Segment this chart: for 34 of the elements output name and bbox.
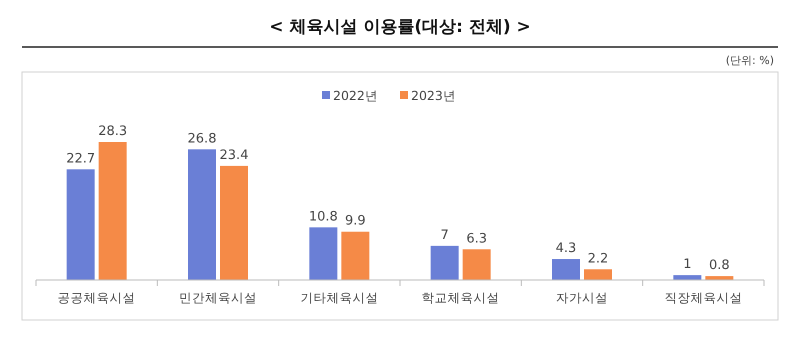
data-label: 26.8 bbox=[188, 131, 216, 146]
legend-label: 2022년 bbox=[333, 88, 378, 103]
bar bbox=[462, 249, 491, 280]
bar bbox=[341, 232, 370, 280]
chart-title: < 체육시설 이용률(대상: 전체) > bbox=[269, 17, 531, 37]
bar bbox=[430, 246, 459, 280]
x-tick-label: 공공체육시설 bbox=[58, 290, 136, 305]
data-label: 1 bbox=[683, 257, 692, 272]
data-label: 6.3 bbox=[466, 231, 488, 246]
data-label: 2.2 bbox=[588, 251, 608, 266]
bar bbox=[552, 259, 580, 280]
bar bbox=[705, 276, 734, 280]
data-label: 4.3 bbox=[556, 241, 576, 256]
data-label: 28.3 bbox=[98, 124, 128, 139]
text: (단위: %) bbox=[726, 54, 774, 67]
bar bbox=[309, 227, 338, 280]
bar bbox=[188, 149, 216, 280]
x-tick-label: 학교체육시설 bbox=[422, 290, 500, 305]
data-label: 22.7 bbox=[66, 151, 96, 166]
x-tick-label: 자가시설 bbox=[556, 290, 608, 305]
bar bbox=[66, 169, 95, 280]
bar bbox=[220, 166, 248, 280]
bar bbox=[584, 269, 612, 280]
data-label: 0.8 bbox=[708, 258, 730, 274]
data-label: 10.8 bbox=[308, 209, 338, 224]
data-label: 9.9 bbox=[344, 214, 366, 229]
data-label: 23.4 bbox=[220, 148, 248, 163]
x-tick-label: 직장체육시설 bbox=[664, 290, 742, 305]
x-tick-label: 기타체육시설 bbox=[300, 290, 378, 305]
data-label: 7 bbox=[440, 228, 449, 243]
x-tick-label: 민간체육시설 bbox=[179, 290, 257, 305]
bar bbox=[673, 275, 702, 280]
bar bbox=[98, 142, 127, 280]
legend-label: 2023년 bbox=[411, 88, 456, 103]
